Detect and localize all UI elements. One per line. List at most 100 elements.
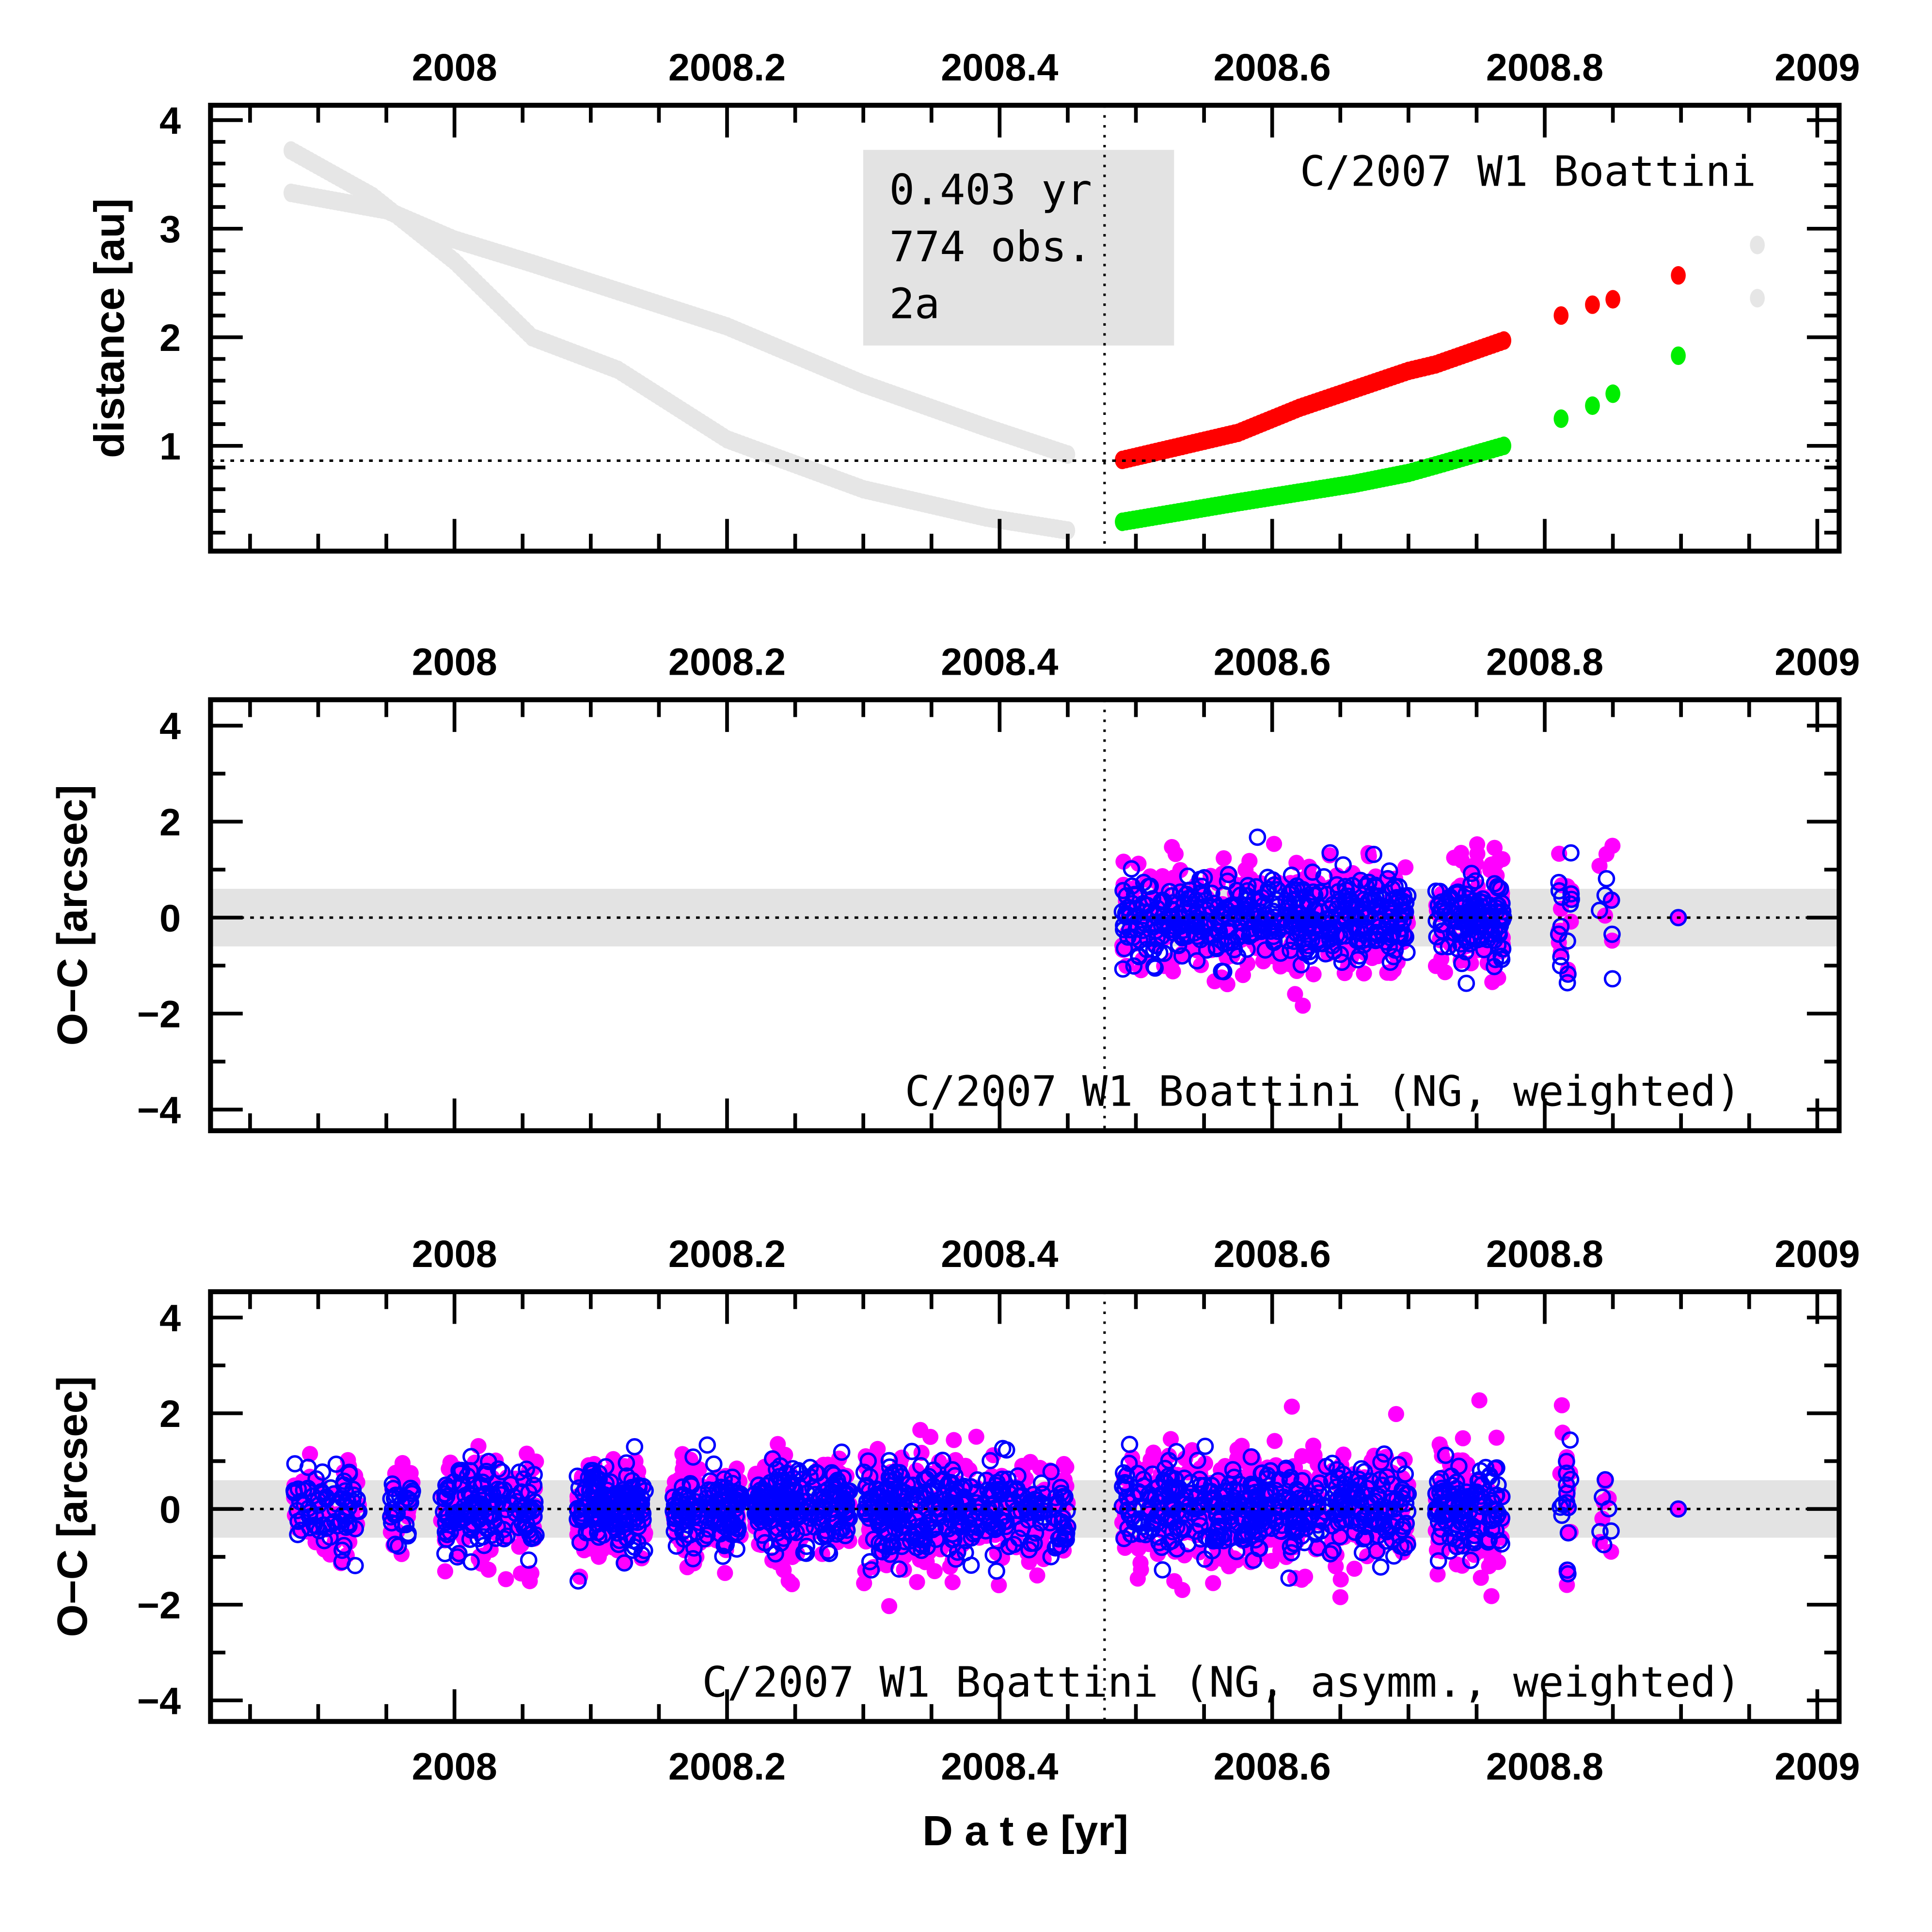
y-tick-label: −2 (137, 992, 181, 1035)
y-tick-label: 0 (159, 896, 181, 939)
ra-residual-point (1388, 1406, 1404, 1422)
ra-residual-point (1553, 1397, 1570, 1413)
dec-residual-point (1328, 876, 1346, 894)
ra-residual-point (776, 1551, 792, 1567)
ra-residual-point (437, 1563, 454, 1580)
dec-residual-point (1179, 867, 1197, 885)
ra-residual-point (1165, 951, 1182, 968)
info-box-line: 774 obs. (889, 222, 1092, 271)
dec-residual-point (520, 1551, 538, 1569)
dec-residual-point (1283, 866, 1300, 884)
delta-point (1671, 346, 1686, 365)
ra-residual-point (480, 1561, 497, 1578)
ra-residual-point (1305, 1437, 1322, 1454)
dec-residual-point (988, 1562, 1005, 1580)
x-tick-label: 2008.4 (941, 46, 1058, 89)
dec-residual-point (1229, 947, 1247, 965)
panel-title: C/2007 W1 Boattini (NG, weighted) (905, 1067, 1742, 1116)
r-point (1496, 331, 1512, 350)
info-box-line: 0.403 yr (889, 166, 1092, 215)
ra-residual-point (1360, 845, 1377, 861)
dec-residual-point (1148, 929, 1166, 947)
info-box (863, 150, 1174, 346)
dec-residual-point (1333, 953, 1351, 971)
r-point (1671, 266, 1686, 285)
dec-residual-point (1195, 869, 1213, 887)
panel-title: C/2007 W1 Boattini (1300, 147, 1756, 196)
ra-residual-point (1446, 850, 1462, 866)
dec-residual-point (1352, 871, 1369, 889)
y-tick-label: 3 (159, 207, 181, 251)
ra-residual-point (1364, 950, 1380, 966)
delta-point (1585, 396, 1600, 415)
y-tick-label: 1 (159, 425, 181, 468)
x-tick-label: 2008.8 (1486, 640, 1603, 683)
ra-residual-point (1216, 850, 1232, 867)
dec-residual-point (1119, 928, 1137, 946)
ra-residual-point (1174, 1582, 1190, 1599)
ra-residual-point (968, 1428, 984, 1445)
dec-residual-point (1457, 974, 1475, 992)
y-tick-label: 2 (159, 800, 181, 843)
dec-residual-point (1114, 960, 1132, 978)
dec-residual-point (698, 1436, 716, 1454)
ra-residual-point (1433, 950, 1450, 967)
x-tick-label: 2008 (412, 640, 497, 683)
ra-residual-point (1469, 836, 1486, 853)
unused-point (1750, 236, 1765, 254)
dec-residual-point (1372, 1558, 1390, 1576)
ra-residual-point (991, 1577, 1007, 1594)
dec-residual-point (1334, 856, 1352, 874)
ra-residual-point (946, 1432, 962, 1448)
dec-residual-point (1173, 947, 1191, 965)
ra-residual-point (1167, 846, 1184, 862)
ra-residual-point (1486, 839, 1503, 856)
dec-residual-point (1154, 1561, 1172, 1579)
ra-residual-point (944, 1574, 961, 1590)
y-axis-label: distance [au] (86, 198, 133, 458)
ra-residual-point (498, 1571, 514, 1587)
ra-residual-point (394, 1455, 411, 1472)
ra-residual-point (909, 1574, 925, 1590)
unused-r-point (1060, 445, 1076, 464)
delta-point (1605, 384, 1620, 403)
x-tick-label: 2008 (412, 46, 497, 89)
dec-residual-point (1598, 870, 1615, 887)
oc-weighted-panel: 2008 2008.2 2008.4 2008.6 2008.8 2009−4−2024O… (49, 640, 1860, 1133)
ra-residual-point (590, 1549, 607, 1565)
x-tick-label: 2008.6 (1214, 640, 1331, 683)
y-tick-label: 4 (159, 99, 181, 142)
unused-point (1750, 289, 1765, 308)
ra-residual-point (1133, 1561, 1149, 1578)
ra-residual-point (1283, 1398, 1300, 1415)
delta-point (1553, 409, 1569, 428)
ra-residual-point (1488, 1429, 1505, 1446)
x-tick-label: 2008.2 (668, 640, 786, 683)
r-point (1553, 306, 1569, 325)
ra-residual-point (1029, 1567, 1045, 1584)
info-box-line: 2a (889, 280, 940, 329)
dec-residual-point (1380, 862, 1398, 880)
dec-residual-point (1196, 1438, 1214, 1455)
dec-residual-point (1219, 866, 1237, 884)
ra-residual-point (1205, 1575, 1221, 1591)
ra-residual-point (1336, 965, 1353, 982)
y-tick-label: 2 (159, 316, 181, 359)
r-point (1585, 295, 1600, 314)
ra-residual-point (1346, 1560, 1362, 1577)
dec-residual-point (705, 1455, 723, 1473)
oc-asymm-panel: 200820082008.22008.22008.42008.42008.620… (49, 1232, 1860, 1788)
ra-residual-point (1305, 966, 1322, 982)
ra-residual-point (1471, 1392, 1488, 1409)
ra-residual-point (1483, 1588, 1500, 1604)
ra-residual-point (1473, 1569, 1489, 1586)
y-axis-label: O−C [arcsec] (49, 785, 96, 1045)
ra-residual-point (770, 1436, 786, 1452)
dec-residual-point (1123, 877, 1141, 895)
dec-residual-point (1398, 943, 1416, 961)
dec-residual-point (1115, 940, 1133, 957)
dec-residual-point (1386, 877, 1404, 895)
x-tick-label: 2008.4 (941, 640, 1058, 683)
dec-residual-point (1125, 957, 1143, 975)
